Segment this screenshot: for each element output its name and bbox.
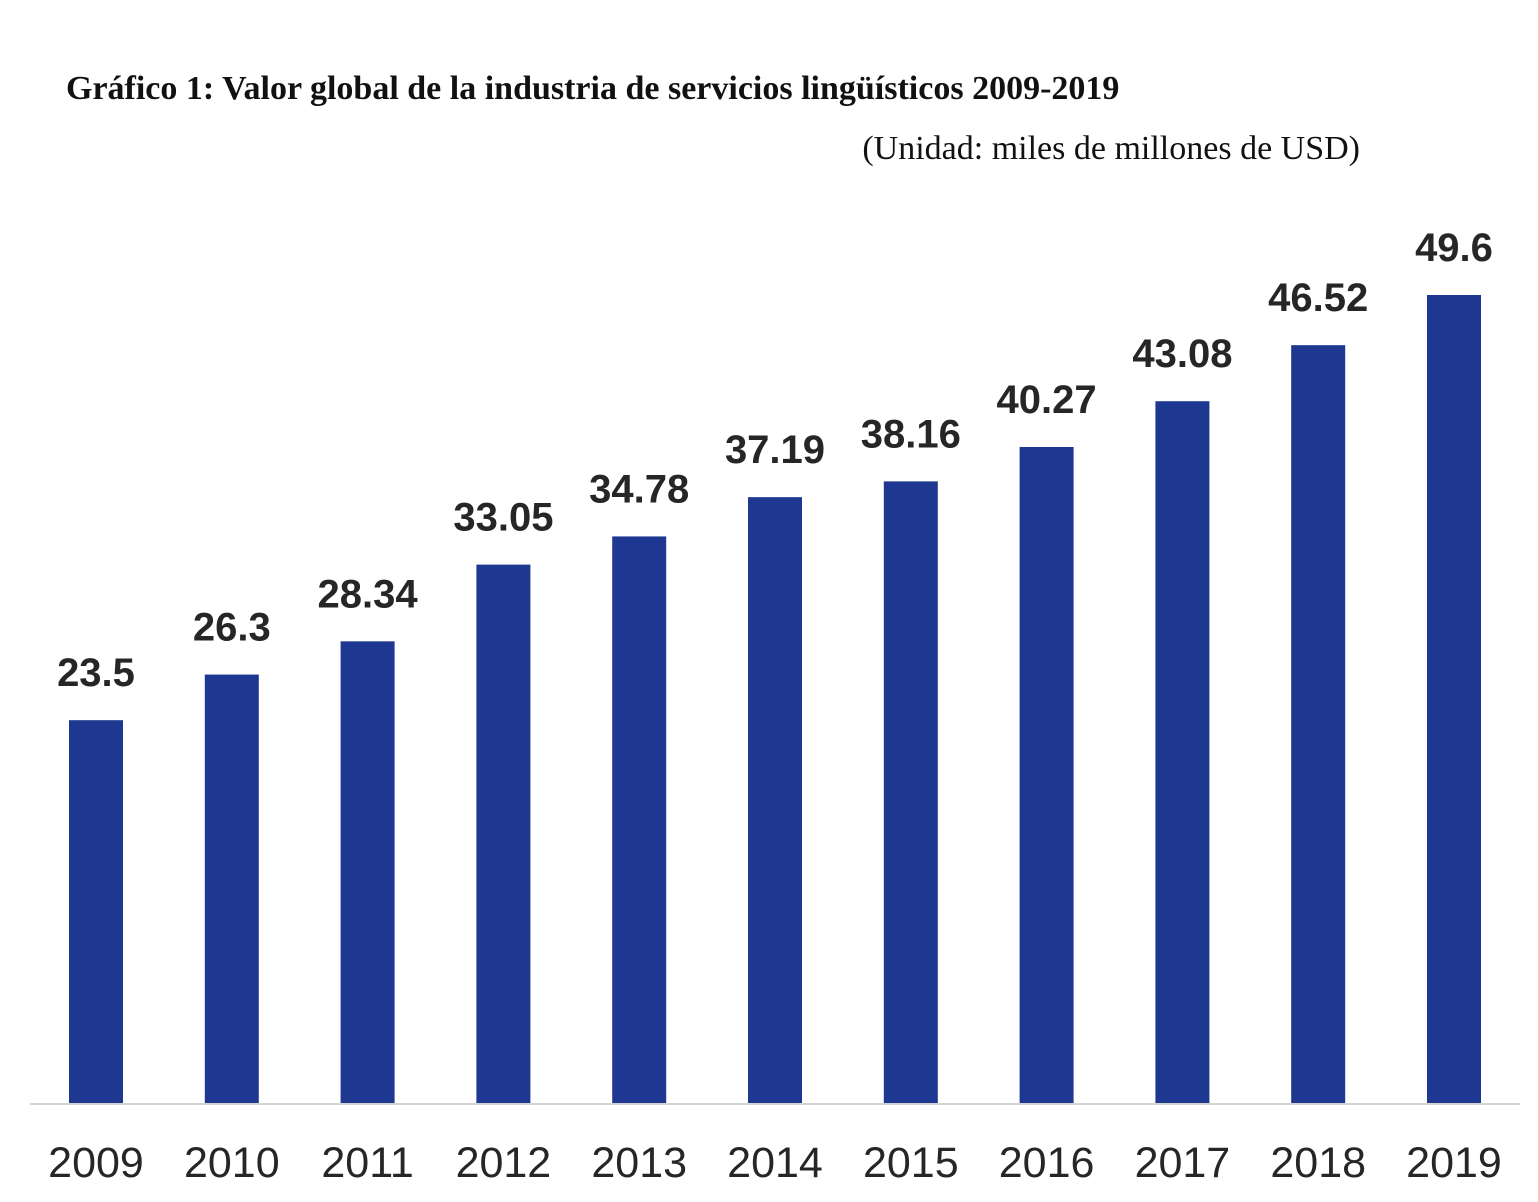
value-label-2015: 38.16: [861, 412, 961, 456]
bar-2019: [1427, 295, 1481, 1103]
value-label-2009: 23.5: [57, 651, 135, 695]
category-label-2018: 2018: [1270, 1139, 1366, 1187]
unit-note: (Unidad: miles de millones de USD): [862, 130, 1360, 167]
category-label-2013: 2013: [591, 1139, 687, 1187]
bar-2009: [69, 720, 123, 1103]
bar-2010: [204, 674, 259, 1103]
category-label-2009: 2009: [48, 1139, 144, 1187]
value-label-2019: 49.6: [1415, 226, 1493, 270]
category-label-2014: 2014: [727, 1139, 823, 1187]
value-label-2010: 26.3: [193, 606, 271, 650]
bars-group: [69, 295, 1481, 1103]
category-label-2017: 2017: [1135, 1139, 1231, 1187]
value-label-2016: 40.27: [997, 378, 1097, 422]
value-labels-group: 23.5 26.3 28.34 33.05 34.78 37.19 38.16 40.27 43…: [57, 226, 1493, 695]
category-label-2015: 2015: [863, 1139, 959, 1187]
category-label-2019: 2019: [1406, 1139, 1502, 1187]
bar-2011: [340, 641, 395, 1103]
value-label-2012: 33.05: [453, 496, 553, 540]
chart-title: Gráfico 1: Valor global de la industria …: [66, 70, 1120, 107]
bar-2018: [1291, 345, 1346, 1103]
value-label-2017: 43.08: [1132, 332, 1232, 376]
category-label-2011: 2011: [321, 1139, 413, 1187]
bar-2012: [476, 564, 531, 1103]
category-labels-group: 2009 2010 2011 2012 2013 2014 2015 2016 2017 2018…: [48, 1139, 1502, 1187]
value-label-2018: 46.52: [1268, 276, 1368, 320]
category-label-2010: 2010: [184, 1139, 280, 1187]
bar-2013: [612, 536, 667, 1103]
bar-2015: [883, 481, 938, 1103]
bar-2016: [1019, 446, 1074, 1103]
bar-2017: [1155, 401, 1210, 1103]
value-label-2014: 37.19: [725, 428, 825, 472]
category-label-2012: 2012: [456, 1139, 552, 1187]
bar-2014: [748, 497, 802, 1103]
value-label-2013: 34.78: [589, 467, 689, 511]
category-label-2016: 2016: [999, 1139, 1095, 1187]
value-label-2011: 28.34: [318, 572, 419, 616]
